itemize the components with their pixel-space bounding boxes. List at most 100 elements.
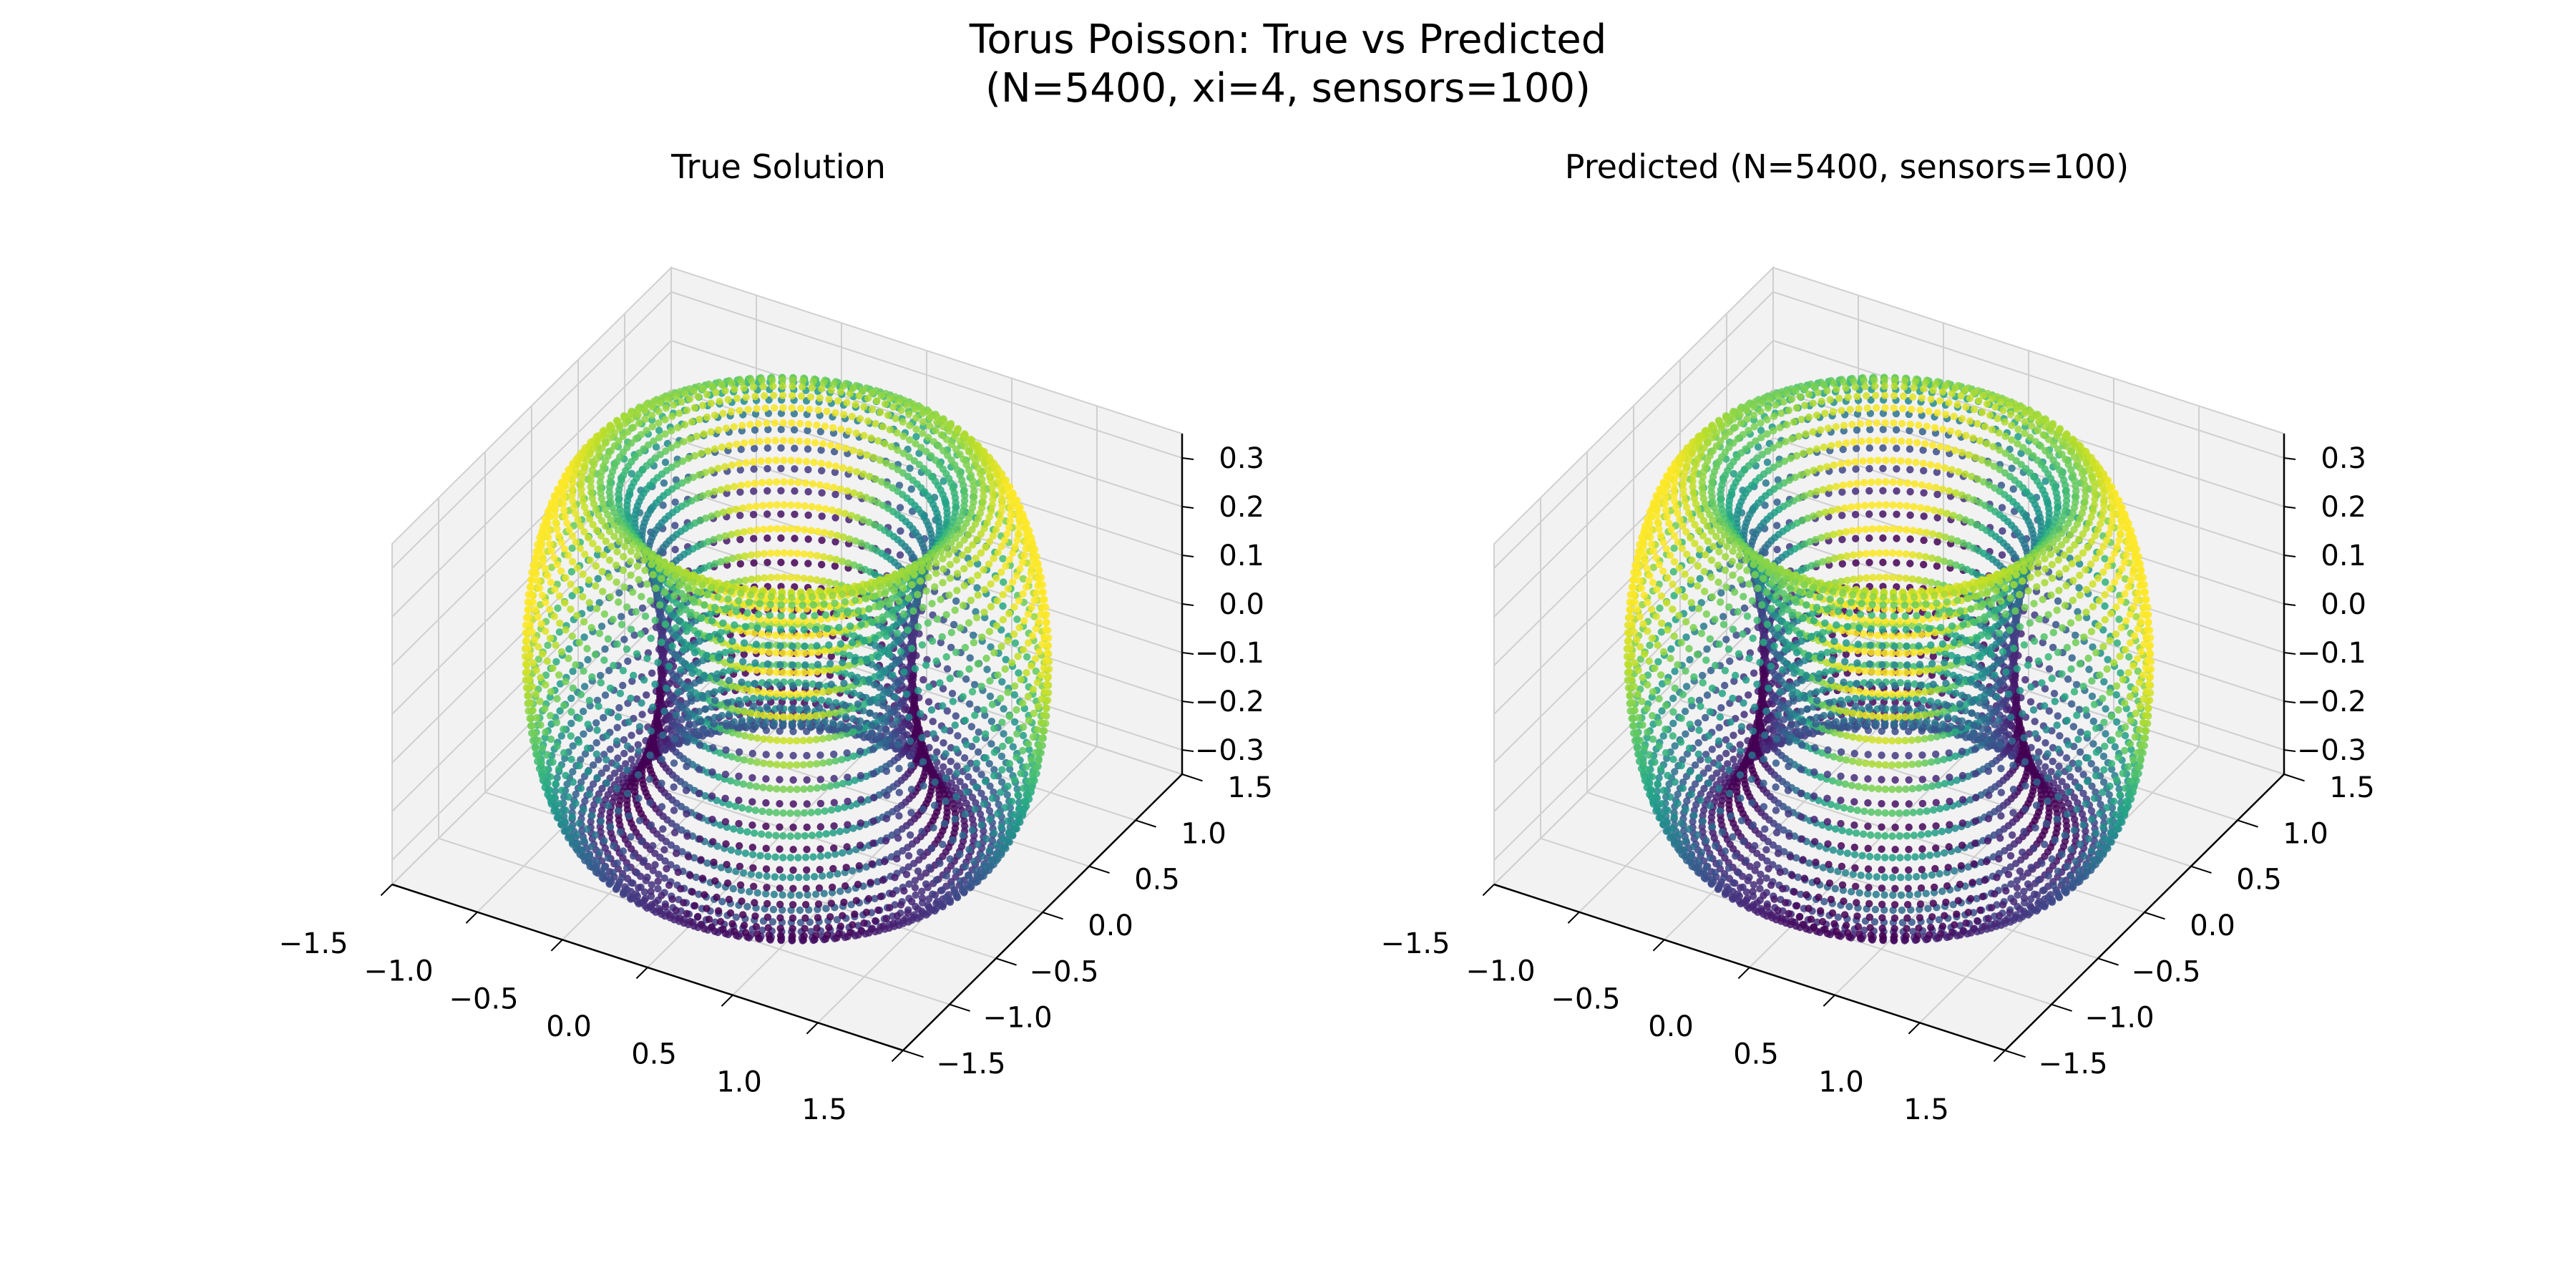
- scatter-point: [736, 512, 744, 519]
- scatter-point: [804, 560, 812, 567]
- scatter-point: [777, 426, 785, 434]
- y-tick-label: 1.0: [1181, 817, 1226, 850]
- y-tick-mark: [1181, 774, 1203, 782]
- scatter-point: [672, 476, 680, 484]
- scatter-point: [818, 560, 826, 569]
- scatter-point: [804, 466, 812, 474]
- scatter-point: [924, 698, 933, 706]
- z-tick-mark: [1181, 749, 1194, 752]
- scatter-point: [660, 479, 668, 487]
- x-tick-label: −0.5: [449, 982, 518, 1015]
- z-tick-mark: [1181, 457, 1194, 460]
- scatter-point: [777, 510, 785, 518]
- scatter-point: [907, 485, 915, 493]
- y-tick-mark: [1135, 819, 1156, 828]
- scatter-point: [970, 680, 979, 688]
- x-tick-mark: [721, 994, 733, 1007]
- scatter-point: [962, 675, 970, 683]
- scatter-point: [736, 560, 745, 568]
- figure-title-line1: Torus Poisson: True vs Predicted: [969, 16, 1607, 63]
- scatter-point: [816, 428, 825, 436]
- scatter-point: [777, 558, 785, 567]
- scatter-point: [671, 545, 679, 554]
- scatter-point: [737, 445, 745, 454]
- x-tick-mark: [465, 911, 478, 924]
- grid-line: [670, 340, 1183, 507]
- scatter-point: [764, 426, 772, 434]
- scatter-point: [638, 604, 647, 612]
- z-tick-label: 0.2: [1219, 491, 1264, 524]
- scatter-point: [915, 449, 923, 457]
- scatter-point: [750, 487, 758, 495]
- x-tick-mark: [806, 1022, 819, 1035]
- scatter-point: [818, 536, 826, 545]
- scatter-point: [791, 465, 799, 473]
- scatter-point: [763, 534, 771, 542]
- y-tick-label: −1.0: [982, 1002, 1052, 1035]
- scatter-point: [906, 464, 914, 472]
- scatter-point: [763, 444, 772, 452]
- z-tick-mark: [1181, 652, 1194, 655]
- scatter-point: [736, 466, 745, 474]
- scatter-point: [671, 522, 679, 530]
- scatter-point: [895, 482, 904, 489]
- z-tick-label: −0.3: [1195, 734, 1264, 767]
- scatter-point: [648, 669, 656, 677]
- scatter-point: [750, 465, 758, 473]
- scatter-points-left: [521, 374, 1053, 945]
- scatter-point: [897, 527, 904, 535]
- scatter-point: [818, 489, 826, 497]
- scatter-point: [790, 409, 799, 418]
- y-tick-label: −1.5: [936, 1048, 1005, 1080]
- scatter-point: [749, 510, 758, 519]
- x-tick-label: 1.0: [716, 1065, 762, 1098]
- x-tick-mark: [550, 939, 563, 952]
- right-panel-title: Predicted (N=5400, sensors=100): [1564, 147, 2129, 186]
- x-tick-label: −1.5: [278, 927, 348, 960]
- z-tick-label: −0.1: [1195, 637, 1264, 670]
- scatter-point: [908, 507, 917, 515]
- scatter-point: [751, 444, 758, 452]
- scatter-point: [791, 487, 799, 495]
- x-tick-label: −1.0: [364, 955, 433, 988]
- scatter-point: [831, 538, 839, 546]
- y-tick-label: 0.0: [1088, 909, 1133, 942]
- z-tick-mark: [1181, 603, 1194, 606]
- scatter-point: [791, 535, 799, 542]
- scatter-point: [751, 426, 759, 434]
- y-tick-mark: [995, 957, 1017, 966]
- grid-line: [670, 291, 1183, 459]
- y-tick-label: −0.5: [1029, 955, 1098, 988]
- x-tick-mark: [635, 967, 648, 980]
- scatter-point: [763, 487, 771, 495]
- scatter-point: [736, 488, 744, 496]
- z-tick-mark: [1181, 506, 1194, 509]
- figure-title: Torus Poisson: True vs Predicted (N=5400…: [0, 16, 2576, 113]
- scatter-point: [777, 534, 785, 542]
- scatter-point: [937, 638, 945, 647]
- scatter-point: [777, 464, 785, 472]
- scatter-point: [952, 712, 960, 720]
- scatter-point: [671, 498, 679, 506]
- scatter-point: [777, 487, 785, 494]
- x-tick-label: 0.0: [546, 1010, 592, 1043]
- scatter-point: [943, 665, 952, 673]
- z-tick-label: 0.3: [1219, 442, 1264, 475]
- scatter-point: [943, 707, 952, 715]
- scatter-point: [791, 559, 799, 567]
- scatter-point: [763, 558, 771, 567]
- scatter-point: [966, 654, 974, 662]
- z-tick-mark: [1181, 555, 1194, 557]
- scatter-point: [952, 597, 960, 605]
- scatter-point: [740, 650, 748, 658]
- scatter-point: [804, 426, 811, 434]
- scatter-point: [750, 559, 758, 567]
- scatter-point: [831, 562, 839, 570]
- x-tick-label: 0.5: [631, 1038, 677, 1071]
- figure-title-line2: (N=5400, xi=4, sensors=100): [985, 65, 1591, 112]
- scatter-point: [659, 502, 667, 509]
- grid-line: [391, 291, 672, 569]
- scatter-point: [790, 426, 799, 434]
- z-tick-mark: [1181, 701, 1194, 703]
